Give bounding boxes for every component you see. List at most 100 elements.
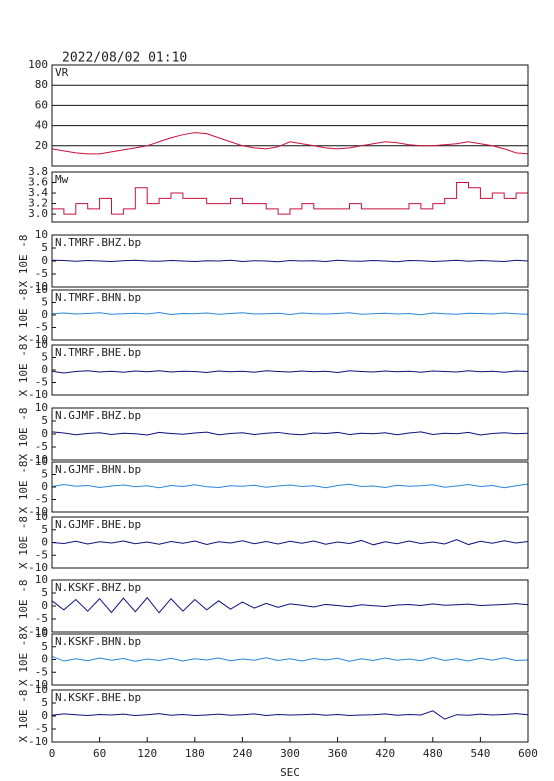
series-label: N.GJMF.BHE.bp: [55, 518, 141, 531]
y-tick-label: 10: [35, 455, 48, 468]
series-line: [51, 539, 529, 546]
y-tick-label: -10: [28, 735, 48, 748]
series-line: [51, 311, 529, 316]
y-tick-label: 0: [41, 254, 48, 267]
panel-frame: [51, 289, 529, 341]
y-tick-label: -5: [35, 665, 48, 678]
y-tick-label: -5: [35, 612, 48, 625]
series-label: N.GJMF.BHN.bp: [55, 463, 141, 476]
panel-frame: [51, 234, 529, 288]
y-tick-label: -5: [35, 376, 48, 389]
panel-frame: [51, 171, 529, 223]
series-label: N.TMRF.BHE.bp: [55, 346, 141, 359]
y-tick-label: 0: [41, 427, 48, 440]
series-line: [51, 132, 529, 155]
y-tick-label: 5: [41, 296, 48, 309]
y-tick-label: 0: [41, 308, 48, 321]
y-tick-label: 80: [35, 78, 48, 91]
y-tick-label: 5: [41, 586, 48, 599]
panel-frame: [51, 461, 529, 513]
series-label: VR: [55, 66, 69, 79]
series-label: N.KSKF.BHN.bp: [55, 635, 141, 648]
y-tick-label: 10: [35, 510, 48, 523]
series-label: Mw: [55, 173, 69, 186]
y-tick-label: -10: [28, 453, 48, 466]
panel-frame: [51, 64, 529, 167]
x-tick-label: 540: [470, 747, 490, 760]
y-axis-label: X 10E -8: [17, 690, 30, 743]
y-tick-label: -5: [35, 321, 48, 334]
series-line: [51, 596, 529, 614]
y-tick-label: -10: [28, 333, 48, 346]
y-axis-label: X 10E -8: [17, 289, 30, 342]
y-tick-label: 0: [41, 653, 48, 666]
y-tick-label: 5: [41, 640, 48, 653]
y-tick-label: 10: [35, 338, 48, 351]
y-tick-label: -10: [28, 280, 48, 293]
y-tick-label: -10: [28, 678, 48, 691]
x-tick-label: 420: [375, 747, 395, 760]
y-tick-label: -10: [28, 505, 48, 518]
y-tick-label: 3.6: [28, 176, 48, 189]
x-tick-label: 600: [518, 747, 538, 760]
y-tick-label: 0: [41, 536, 48, 549]
y-tick-label: 5: [41, 468, 48, 481]
panel-frame: [51, 407, 529, 461]
y-tick-label: 3.0: [28, 207, 48, 220]
y-axis-label: X 10E -8: [17, 461, 30, 514]
y-tick-label: 5: [41, 241, 48, 254]
x-tick-label: 240: [232, 747, 252, 760]
x-tick-label: 480: [423, 747, 443, 760]
y-axis-label: X 10E -8: [17, 235, 30, 288]
y-tick-label: 20: [35, 139, 48, 152]
x-tick-label: 60: [93, 747, 106, 760]
y-tick-label: -10: [28, 388, 48, 401]
panel-frame: [51, 516, 529, 569]
x-tick-label: 120: [137, 747, 157, 760]
x-tick-label: 300: [280, 747, 300, 760]
series-line: [51, 483, 529, 489]
y-tick-label: 60: [35, 98, 48, 111]
series-line: [51, 370, 529, 374]
series-label: N.TMRF.BHN.bp: [55, 291, 141, 304]
y-tick-label: -10: [28, 625, 48, 638]
y-tick-label: -5: [35, 440, 48, 453]
series-label: N.TMRF.BHZ.bp: [55, 236, 141, 249]
series-line: [51, 655, 529, 662]
panel-frame: [51, 633, 529, 686]
x-axis-label: SEC: [280, 766, 300, 779]
series-label: N.KSKF.BHZ.bp: [55, 581, 141, 594]
y-tick-label: 100: [28, 58, 48, 71]
chart-title: 2022/08/02 01:10: [62, 51, 187, 66]
series-label: N.KSKF.BHE.bp: [55, 691, 141, 704]
y-tick-label: 3.2: [28, 197, 48, 210]
y-tick-label: 5: [41, 523, 48, 536]
y-tick-label: 0: [41, 363, 48, 376]
y-tick-label: 10: [35, 573, 48, 586]
series-line: [52, 182, 529, 215]
y-tick-label: 0: [41, 480, 48, 493]
y-tick-label: -5: [35, 267, 48, 280]
panel-frame: [51, 344, 529, 396]
y-tick-label: -5: [35, 493, 48, 506]
y-tick-label: 40: [35, 119, 48, 132]
y-axis-label: X 10E -8: [17, 344, 30, 397]
y-tick-label: 0: [41, 599, 48, 612]
y-axis-label: X 10E -8: [17, 516, 30, 569]
y-tick-label: 10: [35, 683, 48, 696]
series-line: [51, 710, 529, 720]
panel-frame: [51, 579, 529, 633]
y-tick-label: 5: [41, 696, 48, 709]
x-tick-label: 360: [328, 747, 348, 760]
y-axis-label: X 10E -8: [17, 408, 30, 461]
series-label: N.GJMF.BHZ.bp: [55, 409, 141, 422]
y-tick-label: -10: [28, 561, 48, 574]
y-tick-label: 3.8: [28, 165, 48, 178]
y-tick-label: 5: [41, 414, 48, 427]
y-tick-label: 10: [35, 228, 48, 241]
y-tick-label: 0: [41, 709, 48, 722]
series-line: [51, 431, 529, 436]
series-line: [51, 259, 529, 263]
y-tick-label: 3.4: [28, 186, 48, 199]
